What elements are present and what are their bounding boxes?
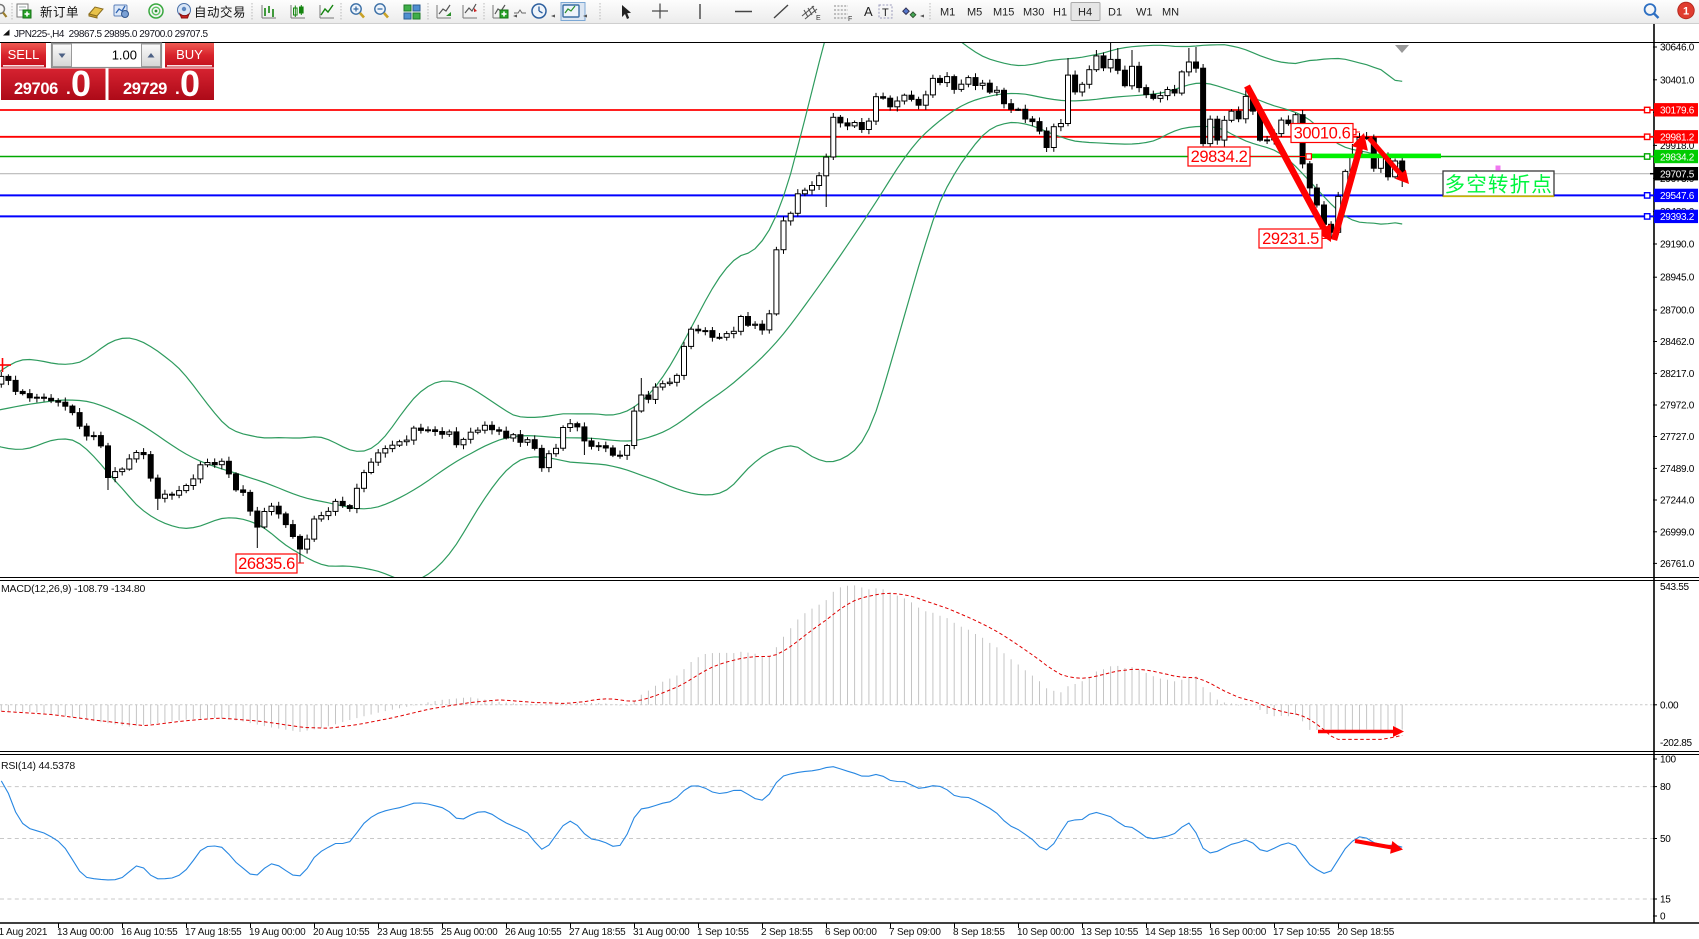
svg-text:28217.0: 28217.0 xyxy=(1660,369,1695,380)
svg-text:H1: H1 xyxy=(1053,7,1067,19)
svg-text:H4: H4 xyxy=(1078,7,1092,19)
svg-text:26999.0: 26999.0 xyxy=(1660,527,1695,538)
svg-text:0: 0 xyxy=(180,63,200,104)
svg-text:29231.5: 29231.5 xyxy=(1262,230,1319,248)
svg-text:0: 0 xyxy=(71,63,91,104)
svg-text:26761.0: 26761.0 xyxy=(1660,559,1695,570)
svg-text:1 Sep 10:55: 1 Sep 10:55 xyxy=(697,927,749,938)
svg-text:1: 1 xyxy=(1683,6,1689,18)
svg-text:1.00: 1.00 xyxy=(112,48,137,63)
svg-text:25 Aug 00:00: 25 Aug 00:00 xyxy=(441,927,498,938)
svg-text:28700.0: 28700.0 xyxy=(1660,306,1695,317)
svg-text:10 Sep 00:00: 10 Sep 00:00 xyxy=(1017,927,1075,938)
svg-text:F: F xyxy=(848,16,852,23)
svg-text:7 Sep 09:00: 7 Sep 09:00 xyxy=(889,927,941,938)
svg-text:30179.6: 30179.6 xyxy=(1660,106,1695,117)
svg-text:29834.2: 29834.2 xyxy=(1660,152,1695,163)
svg-text:自动交易: 自动交易 xyxy=(194,5,246,20)
svg-text:0: 0 xyxy=(1660,912,1666,923)
svg-text:BUY: BUY xyxy=(176,47,203,62)
svg-text:2 Sep 18:55: 2 Sep 18:55 xyxy=(761,927,813,938)
svg-text:29834.2: 29834.2 xyxy=(1191,148,1248,166)
svg-text:19 Aug 00:00: 19 Aug 00:00 xyxy=(249,927,306,938)
svg-text:17 Sep 10:55: 17 Sep 10:55 xyxy=(1273,927,1331,938)
svg-text:23 Aug 18:55: 23 Aug 18:55 xyxy=(377,927,434,938)
svg-text:30401.0: 30401.0 xyxy=(1660,75,1695,86)
svg-text:20 Aug 10:55: 20 Aug 10:55 xyxy=(313,927,370,938)
svg-text:26 Aug 10:55: 26 Aug 10:55 xyxy=(505,927,562,938)
svg-text:80: 80 xyxy=(1660,782,1671,793)
svg-text:JPN225-,H4 29867.5 29895.0 29: JPN225-,H4 29867.5 29895.0 29700.0 29707… xyxy=(14,29,208,40)
svg-text:543.55: 543.55 xyxy=(1660,582,1690,593)
svg-text:E: E xyxy=(816,15,821,22)
svg-text:29547.6: 29547.6 xyxy=(1660,191,1695,202)
svg-text:15: 15 xyxy=(1660,895,1671,906)
svg-text:M15: M15 xyxy=(993,7,1014,19)
svg-text:W1: W1 xyxy=(1136,7,1153,19)
svg-text:50: 50 xyxy=(1660,834,1671,845)
svg-text:MACD(12,26,9) -108.79 -134.80: MACD(12,26,9) -108.79 -134.80 xyxy=(1,583,146,595)
svg-text:SELL: SELL xyxy=(8,47,40,62)
svg-text:M30: M30 xyxy=(1023,7,1044,19)
svg-text:28945.0: 28945.0 xyxy=(1660,273,1695,284)
svg-text:6 Sep 00:00: 6 Sep 00:00 xyxy=(825,927,877,938)
svg-text:29706: 29706 xyxy=(14,80,58,98)
svg-text:31 Aug 00:00: 31 Aug 00:00 xyxy=(633,927,690,938)
svg-text:.: . xyxy=(175,79,180,98)
svg-text:M5: M5 xyxy=(967,7,982,19)
svg-text:A: A xyxy=(864,4,873,19)
svg-text:16 Sep 00:00: 16 Sep 00:00 xyxy=(1209,927,1267,938)
svg-text:-202.85: -202.85 xyxy=(1660,738,1693,749)
svg-text:27727.0: 27727.0 xyxy=(1660,432,1695,443)
svg-text:多空转折点: 多空转折点 xyxy=(1445,174,1554,197)
svg-text:20 Sep 18:55: 20 Sep 18:55 xyxy=(1337,927,1395,938)
svg-text:29393.2: 29393.2 xyxy=(1660,212,1695,223)
svg-text:14 Sep 18:55: 14 Sep 18:55 xyxy=(1145,927,1203,938)
svg-text:8 Sep 18:55: 8 Sep 18:55 xyxy=(953,927,1005,938)
svg-text:27 Aug 18:55: 27 Aug 18:55 xyxy=(569,927,626,938)
svg-text:D1: D1 xyxy=(1108,7,1122,19)
svg-text:T: T xyxy=(882,7,889,19)
svg-text:.: . xyxy=(66,79,71,98)
svg-text:29981.2: 29981.2 xyxy=(1660,133,1695,144)
svg-text:M1: M1 xyxy=(940,7,955,19)
svg-text:16 Aug 10:55: 16 Aug 10:55 xyxy=(121,927,178,938)
svg-text:新订单: 新订单 xyxy=(40,5,79,20)
svg-text:100: 100 xyxy=(1660,755,1677,766)
svg-text:30646.0: 30646.0 xyxy=(1660,43,1695,54)
svg-text:27972.0: 27972.0 xyxy=(1660,401,1695,412)
svg-text:26835.6: 26835.6 xyxy=(238,555,295,573)
svg-text:27489.0: 27489.0 xyxy=(1660,464,1695,475)
svg-text:29707.5: 29707.5 xyxy=(1660,170,1695,181)
svg-text:11 Aug 2021: 11 Aug 2021 xyxy=(0,927,48,938)
svg-text:29729: 29729 xyxy=(123,80,167,98)
svg-text:13 Sep 10:55: 13 Sep 10:55 xyxy=(1081,927,1139,938)
svg-text:27244.0: 27244.0 xyxy=(1660,496,1695,507)
svg-text:29190.0: 29190.0 xyxy=(1660,240,1695,251)
svg-text:13 Aug 00:00: 13 Aug 00:00 xyxy=(57,927,114,938)
svg-text:RSI(14) 44.5378: RSI(14) 44.5378 xyxy=(1,760,75,772)
svg-text:0.00: 0.00 xyxy=(1660,700,1679,711)
svg-text:17 Aug 18:55: 17 Aug 18:55 xyxy=(185,927,242,938)
svg-text:28462.0: 28462.0 xyxy=(1660,337,1695,348)
svg-text:30010.6: 30010.6 xyxy=(1294,124,1351,142)
svg-text:29918.0: 29918.0 xyxy=(1660,141,1695,152)
svg-text:MN: MN xyxy=(1162,7,1179,19)
